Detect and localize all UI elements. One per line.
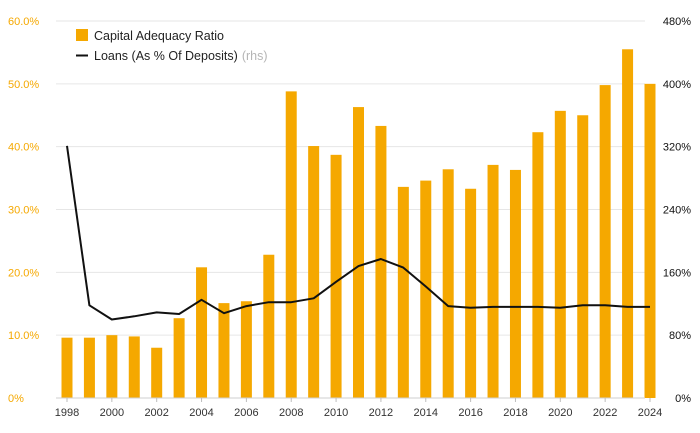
bar	[442, 169, 454, 398]
y-right-tick-label: 160%	[663, 267, 691, 279]
x-tick-label: 2020	[548, 407, 572, 419]
bar	[263, 254, 275, 398]
bar	[128, 336, 140, 398]
loans-line-layer	[66, 145, 650, 321]
x-tick-label: 2000	[100, 407, 124, 419]
x-tick-label: 1998	[55, 407, 79, 419]
x-tick-label: 2018	[503, 407, 527, 419]
y-right-tick-label: 400%	[663, 79, 691, 91]
bar	[599, 85, 611, 398]
y-right-tick-label: 320%	[663, 142, 691, 154]
legend: Capital Adequacy Ratio Loans (As % Of De…	[76, 29, 268, 63]
bar	[465, 188, 477, 398]
bar	[622, 49, 634, 399]
bar	[240, 301, 252, 398]
y-left-tick-label: 10.0%	[8, 330, 39, 342]
bar	[487, 164, 499, 398]
bar	[420, 180, 432, 398]
bar	[196, 267, 208, 398]
y-left-tick-label: 20.0%	[8, 267, 39, 279]
bar	[173, 318, 185, 398]
y-left-tick-label: 50.0%	[8, 79, 39, 91]
bar	[532, 132, 544, 398]
x-tick-label: 2012	[369, 407, 393, 419]
legend-label-loans-rhs-note: (rhs)	[242, 49, 268, 63]
bar	[353, 107, 364, 398]
x-tick-label: 2016	[458, 407, 482, 419]
x-tick-label: 2010	[324, 407, 348, 419]
bar	[554, 110, 566, 398]
bar	[397, 186, 409, 398]
bar	[509, 169, 521, 398]
x-tick-label: 2006	[234, 407, 258, 419]
bar	[83, 337, 95, 398]
x-tick-label: 2014	[414, 407, 438, 419]
bar	[61, 337, 73, 398]
x-tick-label: 2002	[144, 407, 168, 419]
bar	[106, 335, 118, 398]
legend-label-capital-adequacy: Capital Adequacy Ratio	[94, 29, 224, 43]
bar	[308, 146, 320, 398]
capital-adequacy-bars	[61, 49, 656, 399]
bar	[285, 91, 297, 398]
y-left-tick-label: 60.0%	[8, 16, 39, 28]
y-left-tick-label: 40.0%	[8, 142, 39, 154]
x-tick-label: 2022	[593, 407, 617, 419]
bar	[644, 83, 656, 398]
legend-swatch-capital-adequacy	[76, 29, 88, 41]
bar	[330, 154, 342, 398]
bar	[218, 303, 230, 398]
axes: 0% 0% 10.0% 80% 20.0% 160% 30.0% 240% 40.0% 320% 5…	[8, 16, 691, 419]
y-left-tick-label: 0%	[8, 393, 24, 405]
gridlines	[56, 20, 645, 336]
x-tick-label: 2008	[279, 407, 303, 419]
legend-label-loans-name: Loans (As % Of Deposits)	[94, 49, 238, 63]
y-right-tick-label: 240%	[663, 205, 691, 217]
bar	[577, 115, 589, 398]
y-right-tick-label: 80%	[669, 330, 691, 342]
y-right-tick-label: 480%	[663, 16, 691, 28]
legend-label-loans: Loans (As % Of Deposits) (rhs)	[94, 49, 268, 63]
bar	[375, 125, 387, 398]
x-tick-label: 2004	[189, 407, 213, 419]
y-left-tick-label: 30.0%	[8, 205, 39, 217]
bar	[151, 347, 163, 398]
x-tick-label: 2024	[638, 407, 662, 419]
y-right-tick-label: 0%	[675, 393, 691, 405]
loans-series-line	[66, 145, 650, 321]
